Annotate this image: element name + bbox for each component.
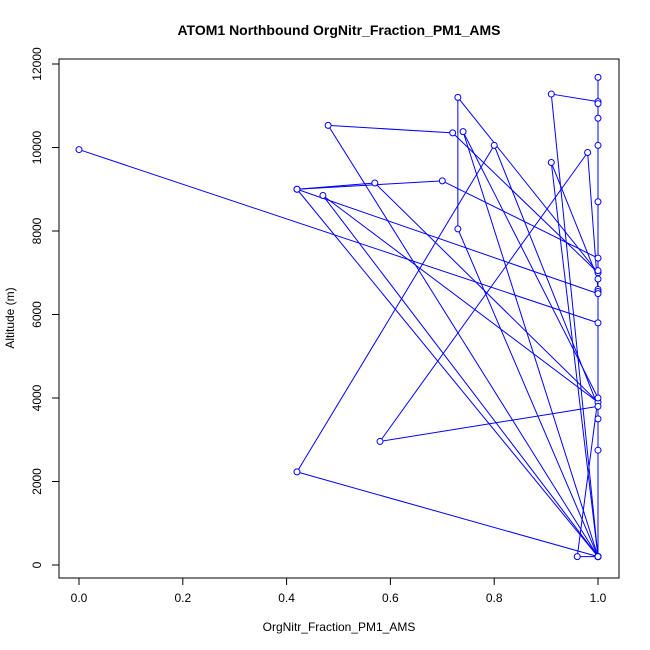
y-tick-label: 8000 xyxy=(30,217,44,244)
series-segment xyxy=(78,149,599,324)
series-segment xyxy=(550,162,599,557)
x-axis: 0.0 0.2 0.4 0.6 0.8 1.0 xyxy=(71,577,607,605)
data-point xyxy=(594,73,602,81)
data-point xyxy=(594,141,602,149)
y-tick-label: 4000 xyxy=(30,384,44,411)
data-point xyxy=(594,319,602,327)
data-point xyxy=(293,468,301,476)
series-segment xyxy=(457,228,599,557)
x-axis-label: OrgNitr_Fraction_PM1_AMS xyxy=(263,620,416,634)
data-point xyxy=(594,198,602,206)
y-axis-label: Altitude (m) xyxy=(3,287,17,348)
data-point xyxy=(594,446,602,454)
data-point xyxy=(293,185,301,193)
data-point xyxy=(594,254,602,262)
data-point xyxy=(584,149,592,157)
data-point xyxy=(594,553,602,561)
x-tick-label: 0.2 xyxy=(174,591,191,605)
y-tick-label: 12000 xyxy=(30,47,44,81)
series-segment xyxy=(379,405,599,442)
series-segment xyxy=(457,97,599,274)
series-segment xyxy=(452,132,599,274)
data-point xyxy=(594,290,602,298)
series-segment xyxy=(296,188,599,295)
series-layer xyxy=(75,73,602,561)
series-segment xyxy=(322,195,599,557)
data-point xyxy=(594,275,602,283)
series-segment xyxy=(296,180,443,190)
x-tick-label: 0.4 xyxy=(278,591,295,605)
data-point xyxy=(547,159,555,167)
y-axis: 0 2000 4000 6000 8000 10000 12000 xyxy=(30,47,60,568)
y-tick-label: 6000 xyxy=(30,301,44,328)
data-point xyxy=(547,90,555,98)
data-point xyxy=(324,121,332,129)
x-tick-label: 0.6 xyxy=(382,591,399,605)
data-point xyxy=(459,128,467,136)
data-point xyxy=(594,394,602,402)
data-point xyxy=(438,177,446,185)
y-tick-label: 2000 xyxy=(30,468,44,495)
series-segment xyxy=(550,162,599,280)
data-point xyxy=(319,192,327,200)
data-point xyxy=(594,402,602,410)
series-segment xyxy=(462,131,599,399)
data-point xyxy=(594,114,602,122)
x-tick-label: 0.8 xyxy=(486,591,503,605)
series-segment xyxy=(550,94,599,557)
series-segment xyxy=(551,93,599,103)
data-point xyxy=(594,415,602,423)
series-segment xyxy=(296,145,495,473)
data-point xyxy=(449,129,457,137)
data-point xyxy=(594,100,602,108)
series-segment xyxy=(322,195,599,403)
x-tick-label: 0.0 xyxy=(71,591,88,605)
series-segment xyxy=(328,124,453,134)
series-segment xyxy=(442,180,599,259)
chart-title: ATOM1 Northbound OrgNitr_Fraction_PM1_AM… xyxy=(177,22,500,38)
data-point xyxy=(376,437,384,445)
data-point xyxy=(371,179,379,187)
data-point xyxy=(75,146,83,154)
data-point xyxy=(490,141,498,149)
series-segment xyxy=(379,152,589,442)
series-segment xyxy=(462,131,599,557)
series-segment xyxy=(296,471,599,558)
series-segment xyxy=(327,125,599,557)
data-point xyxy=(454,225,462,233)
y-tick-label: 0 xyxy=(30,561,44,568)
series-segment xyxy=(296,188,599,557)
y-tick-label: 10000 xyxy=(30,130,44,164)
x-tick-label: 1.0 xyxy=(590,591,607,605)
data-point xyxy=(454,93,462,101)
series-segment xyxy=(576,397,599,557)
data-point xyxy=(594,267,602,275)
plot-frame xyxy=(58,58,620,579)
data-point xyxy=(573,553,581,561)
